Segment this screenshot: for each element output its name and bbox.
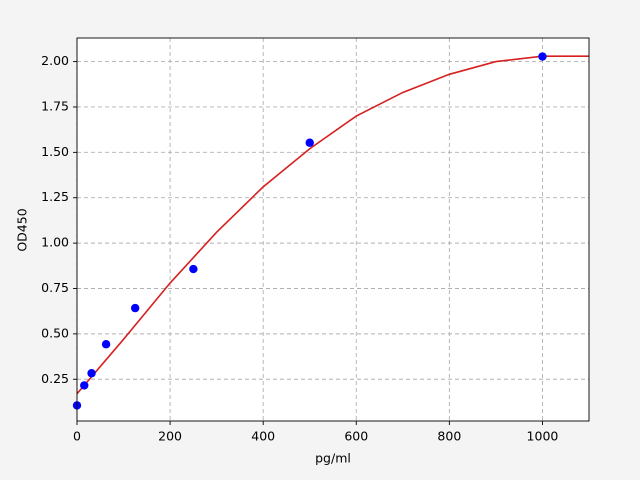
x-tick-label: 1000 (527, 429, 559, 444)
x-tick-label: 0 (73, 429, 81, 444)
y-tick-label: 1.25 (41, 189, 69, 204)
plot-frame (76, 37, 590, 422)
x-tick-label: 400 (251, 429, 275, 444)
x-tick-label: 800 (437, 429, 461, 444)
data-point (87, 369, 96, 378)
y-tick-label: 1.00 (41, 235, 69, 250)
y-tick-label: 0.75 (41, 280, 69, 295)
data-point (80, 381, 89, 390)
y-tick-label: 2.00 (41, 53, 69, 68)
fit-curve (76, 55, 589, 395)
y-tick-label: 0.50 (41, 325, 69, 340)
data-point (101, 340, 111, 349)
x-tick-label: 200 (158, 429, 182, 444)
y-tick-label: 1.75 (41, 98, 69, 113)
data-point (130, 303, 140, 313)
plot-area (77, 38, 589, 421)
y-tick-label: 0.25 (41, 371, 69, 386)
data-point (189, 264, 198, 274)
x-tick-label: 600 (344, 429, 368, 444)
x-axis-label: pg/ml (315, 451, 351, 466)
data-point (538, 52, 547, 61)
grid (76, 38, 589, 421)
y-tick-label: 1.50 (41, 144, 69, 159)
y-axis-label: OD450 (15, 208, 30, 251)
data-point (305, 138, 314, 147)
